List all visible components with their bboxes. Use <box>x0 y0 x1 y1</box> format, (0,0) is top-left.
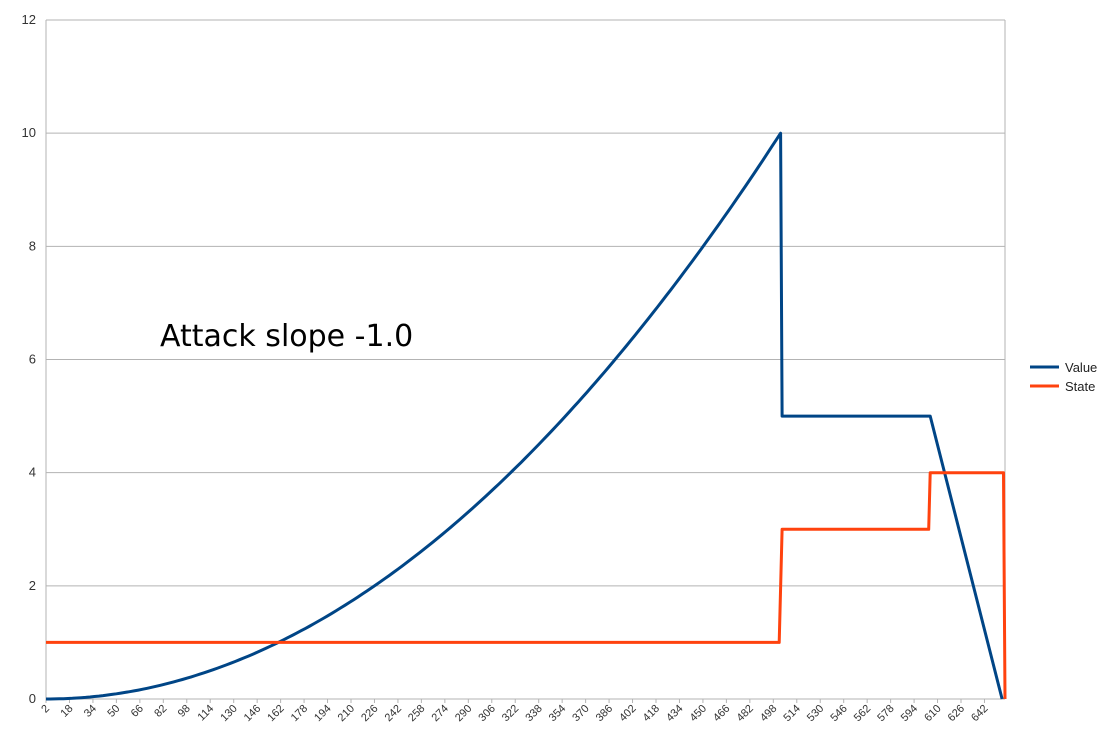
y-tick-label: 6 <box>29 352 36 367</box>
chart-annotation: Attack slope -1.0 <box>160 319 413 354</box>
gridlines <box>45 19 1006 700</box>
y-tick-label: 10 <box>22 125 36 140</box>
y-tick-label: 4 <box>29 465 36 480</box>
y-tick-label: 0 <box>29 691 36 706</box>
y-tick-label: 2 <box>29 578 36 593</box>
series-line-value <box>46 131 1004 701</box>
y-axis-ticks: 0 2 4 6 8 10 12 <box>22 12 36 706</box>
legend-label-value: Value <box>1065 360 1097 375</box>
legend-label-state: State <box>1065 379 1095 394</box>
y-tick-label: 8 <box>29 238 36 253</box>
y-tick-label: 12 <box>22 12 36 27</box>
series-lines <box>46 131 1007 701</box>
legend: Value State <box>1030 360 1097 394</box>
series-line-state <box>46 471 1007 700</box>
